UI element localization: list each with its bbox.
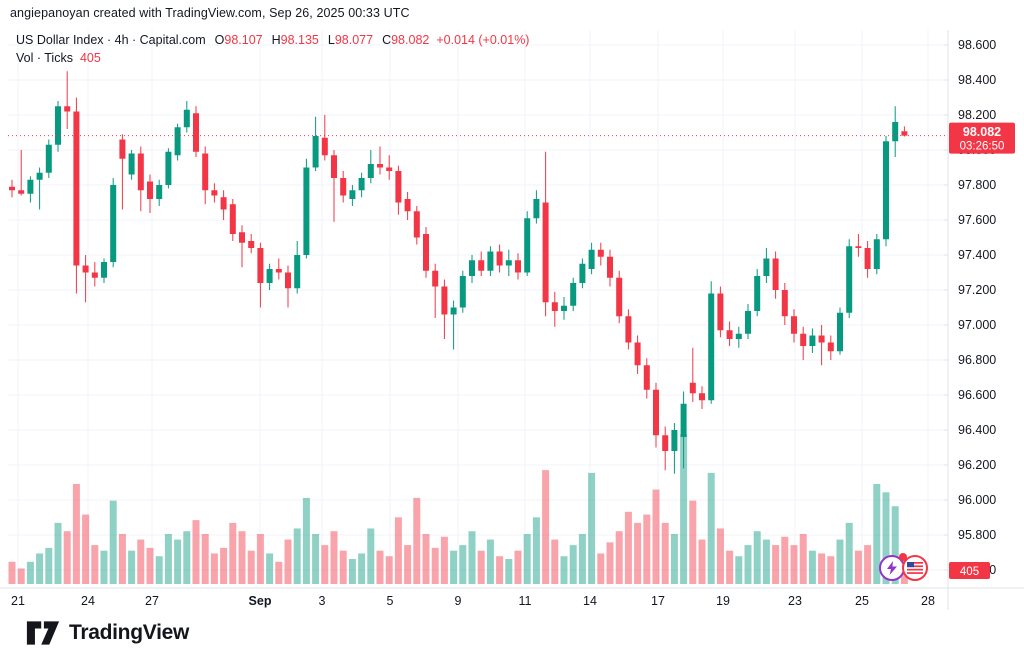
lightning-glyph <box>887 561 897 575</box>
svg-text:9: 9 <box>455 594 462 608</box>
symbol-title[interactable]: US Dollar Index · 4h · Capital.com <box>16 33 206 47</box>
legend-row-volume: Vol · Ticks 405 <box>16 50 529 66</box>
svg-text:17: 17 <box>651 594 665 608</box>
svg-text:97.200: 97.200 <box>958 283 996 297</box>
svg-text:25: 25 <box>855 594 869 608</box>
svg-text:3: 3 <box>319 594 326 608</box>
axis-badges: 98.082 03:26:50 405 <box>949 122 1015 579</box>
svg-text:27: 27 <box>145 594 159 608</box>
svg-text:Sep: Sep <box>249 594 272 608</box>
svg-text:97.000: 97.000 <box>958 318 996 332</box>
legend-row-symbol: US Dollar Index · 4h · Capital.com O98.1… <box>16 32 529 48</box>
svg-text:19: 19 <box>716 594 730 608</box>
ohlc-high: H98.135 <box>271 33 319 47</box>
ohlc-close: C98.082 <box>382 33 430 47</box>
time-axis[interactable]: 21 24 27 Sep 3 5 9 11 14 17 19 23 25 28 <box>11 594 935 608</box>
volume-indicator-label[interactable]: Vol · Ticks <box>16 51 73 65</box>
svg-text:98.082: 98.082 <box>963 125 1001 139</box>
chart-grid <box>8 30 948 584</box>
notification-dot <box>899 553 907 561</box>
svg-text:98.400: 98.400 <box>958 73 996 87</box>
svg-text:405: 405 <box>960 566 979 578</box>
svg-text:98.200: 98.200 <box>958 108 996 122</box>
price-axis[interactable]: 98.60098.40098.20098.00097.80097.60097.4… <box>958 38 996 577</box>
svg-text:95.800: 95.800 <box>958 528 996 542</box>
volume-bars <box>8 434 908 584</box>
attribution-text: angiepanoyan created with TradingView.co… <box>10 6 410 20</box>
svg-text:97.600: 97.600 <box>958 213 996 227</box>
svg-text:28: 28 <box>921 594 935 608</box>
svg-text:24: 24 <box>81 594 95 608</box>
svg-text:23: 23 <box>788 594 802 608</box>
tradingview-logo-icon <box>26 621 60 645</box>
svg-text:96.600: 96.600 <box>958 388 996 402</box>
tradingview-logo-text: TradingView <box>69 621 190 644</box>
svg-text:98.600: 98.600 <box>958 38 996 52</box>
price-change: +0.014 (+0.01%) <box>436 33 530 47</box>
svg-text:21: 21 <box>11 594 25 608</box>
candlesticks <box>9 71 908 474</box>
svg-text:5: 5 <box>387 594 394 608</box>
axis-borders <box>0 30 1024 610</box>
svg-text:96.200: 96.200 <box>958 458 996 472</box>
svg-text:96.000: 96.000 <box>958 493 996 507</box>
svg-text:96.400: 96.400 <box>958 423 996 437</box>
svg-text:11: 11 <box>519 594 532 608</box>
svg-text:97.800: 97.800 <box>958 178 996 192</box>
chart-legend: US Dollar Index · 4h · Capital.com O98.1… <box>16 32 529 66</box>
tradingview-logo[interactable]: TradingView <box>26 620 189 646</box>
svg-text:97.400: 97.400 <box>958 248 996 262</box>
volume-value: 405 <box>79 51 101 65</box>
svg-text:03:26:50: 03:26:50 <box>960 141 1005 153</box>
ohlc-open: O98.107 <box>214 33 263 47</box>
us-flag-icon[interactable] <box>902 555 928 581</box>
svg-text:14: 14 <box>583 594 597 608</box>
ohlc-low: L98.077 <box>327 33 374 47</box>
us-flag-glyph <box>907 562 923 574</box>
svg-text:96.800: 96.800 <box>958 353 996 367</box>
